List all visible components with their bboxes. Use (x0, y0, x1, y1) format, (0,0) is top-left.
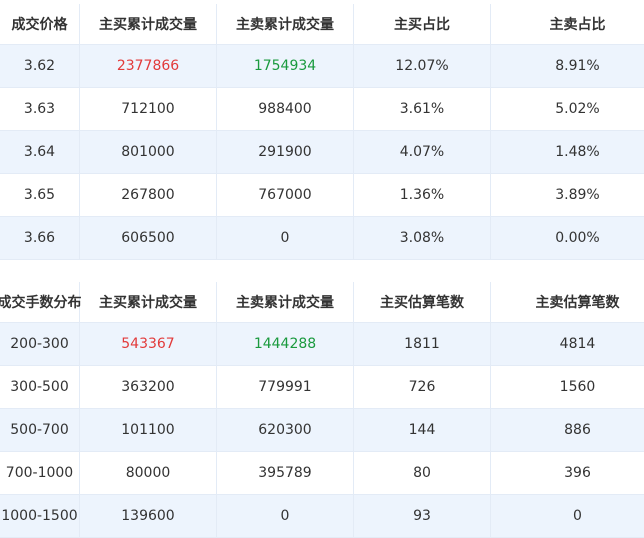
cell-sell-count: 396 (564, 465, 591, 481)
table-row: 3.62 2377866 1754934 12.07% 8.91% (0, 45, 644, 88)
cell-sell-count: 1560 (559, 379, 596, 395)
cell-buy-volume: 363200 (80, 366, 217, 408)
table-row: 1000-1500 139600 0 93 0 (0, 495, 644, 538)
table-row: 500-700 101100 620300 144 886 (0, 409, 644, 452)
cell-buy-volume: 606500 (80, 217, 217, 259)
cell-price: 3.66 (0, 217, 80, 259)
header-buy-count: 主买估算笔数 (354, 282, 491, 322)
table-row: 700-1000 80000 395789 80 396 (0, 452, 644, 495)
cell-sell-volume: 1754934 (217, 45, 354, 87)
cell-sell-count: 0 (573, 508, 582, 524)
header-sell-volume: 主卖累计成交量 (217, 4, 354, 44)
cell-sell-volume: 0 (217, 495, 354, 537)
cell-sell-volume: 0 (217, 217, 354, 259)
header-sell-count: 主卖估算笔数 (535, 295, 620, 311)
cell-sell-volume: 291900 (217, 131, 354, 173)
cell-sell-count: 4814 (559, 336, 596, 352)
cell-sell-volume: 620300 (217, 409, 354, 451)
cell-sell-volume: 988400 (217, 88, 354, 130)
cell-buy-volume: 101100 (80, 409, 217, 451)
header-buy-volume: 主买累计成交量 (80, 4, 217, 44)
cell-lot-range: 200-300 (0, 323, 80, 365)
cell-price: 3.62 (0, 45, 80, 87)
table-row: 3.63 712100 988400 3.61% 5.02% (0, 88, 644, 131)
header-sell-ratio: 主卖占比 (549, 17, 606, 33)
cell-lot-range: 700-1000 (0, 452, 80, 494)
cell-sell-count: 886 (564, 422, 591, 438)
volume-distribution-table: 成交手数分布 主买累计成交量 主卖累计成交量 主买估算笔数 主卖估算笔数 200… (0, 282, 644, 538)
cell-buy-count: 80 (354, 452, 491, 494)
cell-buy-volume: 801000 (80, 131, 217, 173)
cell-buy-volume: 2377866 (80, 45, 217, 87)
cell-buy-ratio: 3.61% (354, 88, 491, 130)
cell-buy-count: 1811 (354, 323, 491, 365)
cell-price: 3.63 (0, 88, 80, 130)
cell-buy-ratio: 3.08% (354, 217, 491, 259)
cell-sell-volume: 1444288 (217, 323, 354, 365)
header-buy-volume: 主买累计成交量 (80, 282, 217, 322)
table-row: 3.64 801000 291900 4.07% 1.48% (0, 131, 644, 174)
cell-buy-count: 726 (354, 366, 491, 408)
cell-sell-ratio: 5.02% (555, 101, 600, 117)
table-row: 200-300 543367 1444288 1811 4814 (0, 323, 644, 366)
cell-lot-range: 300-500 (0, 366, 80, 408)
table-row: 300-500 363200 779991 726 1560 (0, 366, 644, 409)
cell-buy-ratio: 12.07% (354, 45, 491, 87)
header-lot-range: 成交手数分布 (0, 282, 82, 322)
cell-sell-volume: 767000 (217, 174, 354, 216)
cell-sell-volume: 779991 (217, 366, 354, 408)
header-buy-ratio: 主买占比 (354, 4, 491, 44)
cell-sell-ratio: 8.91% (555, 58, 600, 74)
table-header-row: 成交价格 主买累计成交量 主卖累计成交量 主买占比 主卖占比 (0, 4, 644, 45)
cell-buy-ratio: 4.07% (354, 131, 491, 173)
cell-buy-count: 93 (354, 495, 491, 537)
cell-sell-ratio: 1.48% (555, 144, 600, 160)
header-sell-volume: 主卖累计成交量 (217, 282, 354, 322)
cell-lot-range: 500-700 (0, 409, 80, 451)
cell-sell-volume: 395789 (217, 452, 354, 494)
cell-lot-range: 1000-1500 (0, 495, 80, 537)
cell-buy-volume: 139600 (80, 495, 217, 537)
cell-buy-volume: 267800 (80, 174, 217, 216)
header-price: 成交价格 (0, 4, 80, 44)
cell-buy-volume: 80000 (80, 452, 217, 494)
table-header-row: 成交手数分布 主买累计成交量 主卖累计成交量 主买估算笔数 主卖估算笔数 (0, 282, 644, 323)
cell-sell-ratio: 3.89% (555, 187, 600, 203)
table-row: 3.66 606500 0 3.08% 0.00% (0, 217, 644, 260)
price-distribution-table: 成交价格 主买累计成交量 主卖累计成交量 主买占比 主卖占比 3.62 2377… (0, 4, 644, 260)
cell-price: 3.65 (0, 174, 80, 216)
cell-buy-ratio: 1.36% (354, 174, 491, 216)
cell-sell-ratio: 0.00% (555, 230, 600, 246)
cell-price: 3.64 (0, 131, 80, 173)
cell-buy-volume: 712100 (80, 88, 217, 130)
table-row: 3.65 267800 767000 1.36% 3.89% (0, 174, 644, 217)
cell-buy-count: 144 (354, 409, 491, 451)
cell-buy-volume: 543367 (80, 323, 217, 365)
